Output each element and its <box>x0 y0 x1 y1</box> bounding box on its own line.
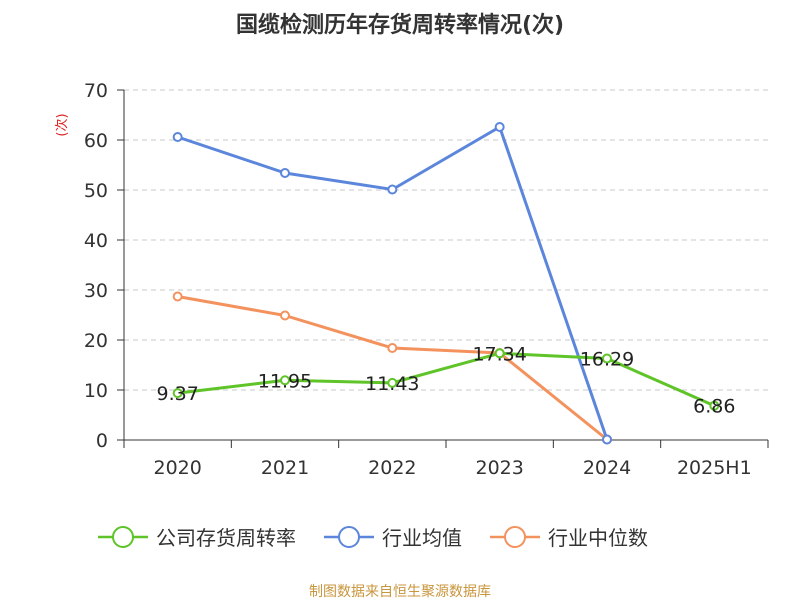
data-point[interactable] <box>387 377 398 388</box>
y-axis-label: (次) <box>54 113 70 136</box>
y-tick-label: 0 <box>96 430 108 452</box>
x-tick-label: 2024 <box>583 457 631 479</box>
data-point[interactable] <box>709 400 720 411</box>
y-tick-label: 10 <box>84 380 108 402</box>
x-tick-label: 2020 <box>153 457 201 479</box>
data-point[interactable] <box>494 122 505 132</box>
legend-label: 行业中位数 <box>548 526 648 550</box>
y-tick-label: 30 <box>84 280 108 302</box>
data-point[interactable] <box>172 388 183 399</box>
data-label: 17.34 <box>472 343 526 365</box>
data-point[interactable] <box>387 184 398 195</box>
legend[interactable]: 公司存货周转率 行业均值 行业中位数 <box>98 526 648 550</box>
legend-label: 公司存货周转率 <box>156 526 296 550</box>
legend-item[interactable]: 行业中位数 <box>490 526 648 550</box>
x-tick-label: 2021 <box>261 457 309 479</box>
data-label: 11.43 <box>365 373 419 395</box>
data-point[interactable] <box>602 353 612 364</box>
legend-marker <box>504 526 526 548</box>
legend-item[interactable]: 行业均值 <box>324 526 462 550</box>
chart-title: 国缆检测历年存货周转率情况(次) <box>236 12 564 38</box>
legend-marker <box>112 526 134 548</box>
series-lines <box>172 122 720 445</box>
data-label: 11.95 <box>258 370 312 392</box>
series-line <box>177 351 715 408</box>
data-point[interactable] <box>494 348 505 359</box>
data-point[interactable] <box>280 168 290 178</box>
legend-item[interactable]: 公司存货周转率 <box>98 526 296 550</box>
legend-marker <box>338 526 360 548</box>
legend-label: 行业均值 <box>382 526 462 550</box>
grid-lines <box>124 89 768 391</box>
data-point[interactable] <box>172 291 183 302</box>
y-tick-label: 40 <box>84 230 108 252</box>
y-tick-label: 70 <box>84 80 108 102</box>
data-point[interactable] <box>280 375 290 386</box>
data-point[interactable] <box>602 434 612 445</box>
x-tick-label: 2022 <box>368 457 416 479</box>
data-label: 6.86 <box>693 396 735 418</box>
data-label: 9.37 <box>157 383 199 405</box>
series-line <box>177 295 608 441</box>
source-note: 制图数据来自恒生聚源数据库 <box>309 584 491 600</box>
axes: 0 10 20 30 40 50 60 70 2020 2021 2022 2023 2024 2025H… <box>84 80 769 479</box>
x-tick-label: 2025H1 <box>677 457 752 479</box>
x-tick-label: 2023 <box>475 457 523 479</box>
y-tick-label: 60 <box>84 130 108 152</box>
data-labels: 9.37 11.95 11.43 17.34 16.29 6.86 <box>157 343 736 417</box>
data-point[interactable] <box>387 343 398 353</box>
y-tick-label: 50 <box>84 180 108 202</box>
data-label: 16.29 <box>580 349 634 371</box>
data-point[interactable] <box>172 132 183 142</box>
y-tick-label: 20 <box>84 330 108 352</box>
data-point[interactable] <box>280 310 290 321</box>
